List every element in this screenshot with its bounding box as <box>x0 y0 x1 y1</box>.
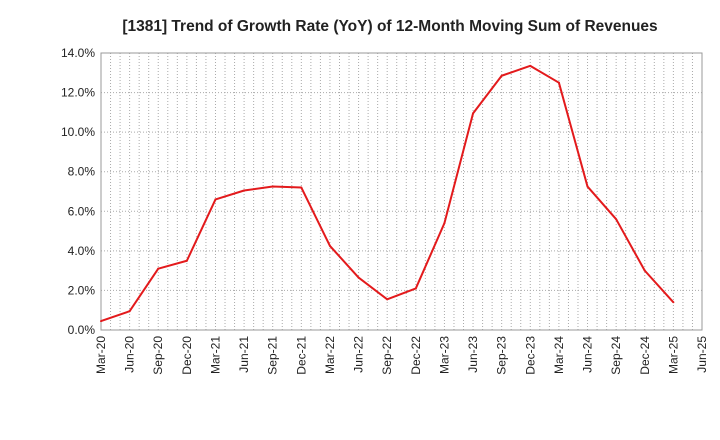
data-point <box>672 301 675 304</box>
grid <box>101 53 702 330</box>
data-point <box>386 298 389 301</box>
data-point <box>128 310 131 313</box>
x-tick-label: Jun-25 <box>695 336 709 373</box>
y-tick-label: 12.0% <box>61 86 95 100</box>
y-tick-label: 6.0% <box>68 204 96 218</box>
data-point <box>643 269 646 272</box>
x-tick-label: Jun-20 <box>123 336 137 373</box>
data-point <box>271 185 274 188</box>
data-point <box>472 112 475 115</box>
series-layer <box>100 64 675 323</box>
x-tick-label: Dec-22 <box>409 336 423 375</box>
data-point <box>557 81 560 84</box>
data-point <box>615 218 618 221</box>
x-tick-label: Sep-21 <box>266 336 280 375</box>
data-point <box>214 198 217 201</box>
x-tick-label: Jun-23 <box>466 336 480 373</box>
data-point <box>328 244 331 247</box>
y-tick-label: 4.0% <box>68 244 96 258</box>
x-tick-label: Mar-25 <box>666 336 680 374</box>
data-point <box>414 287 417 290</box>
data-point <box>500 74 503 77</box>
x-tick-label: Mar-24 <box>552 336 566 374</box>
x-tick-label: Sep-22 <box>380 336 394 375</box>
data-point <box>300 186 303 189</box>
x-tick-label: Mar-21 <box>208 336 222 374</box>
data-point <box>529 64 532 67</box>
x-tick-label: Dec-23 <box>523 336 537 375</box>
x-tick-label: Jun-21 <box>237 336 251 373</box>
y-tick-label: 0.0% <box>68 323 96 337</box>
y-tick-label: 2.0% <box>68 283 96 297</box>
y-tick-label: 14.0% <box>61 46 95 60</box>
y-tick-label: 8.0% <box>68 165 96 179</box>
x-tick-label: Mar-22 <box>323 336 337 374</box>
data-point <box>357 276 360 279</box>
x-tick-label: Dec-20 <box>180 336 194 375</box>
x-tick-label: Sep-23 <box>495 336 509 375</box>
x-tick-label: Mar-20 <box>94 336 108 374</box>
plot-border <box>100 52 703 331</box>
x-tick-label: Dec-21 <box>294 336 308 375</box>
data-point <box>243 189 246 192</box>
plot-area <box>101 53 702 330</box>
data-point <box>100 320 102 323</box>
data-point <box>443 222 446 225</box>
y-tick-label: 10.0% <box>61 125 95 139</box>
x-tick-label: Sep-24 <box>609 336 623 375</box>
data-point <box>185 259 188 262</box>
x-tick-label: Mar-23 <box>437 336 451 374</box>
x-tick-label: Jun-24 <box>581 336 595 373</box>
x-tick-label: Jun-22 <box>352 336 366 373</box>
data-point <box>157 267 160 270</box>
x-tick-label: Dec-24 <box>638 336 652 375</box>
x-axis: Mar-20 Jun-20 Sep-20 Dec-20 Mar-21 Jun-21 Sep-… <box>94 336 709 375</box>
chart-title: [1381] Trend of Growth Rate (YoY) of 12-… <box>122 18 657 35</box>
y-axis: 0.0% 2.0% 4.0% 6.0% 8.0% 10.0% 12.0% 14.0% <box>61 46 95 337</box>
data-point <box>586 185 589 188</box>
x-tick-label: Sep-20 <box>151 336 165 375</box>
